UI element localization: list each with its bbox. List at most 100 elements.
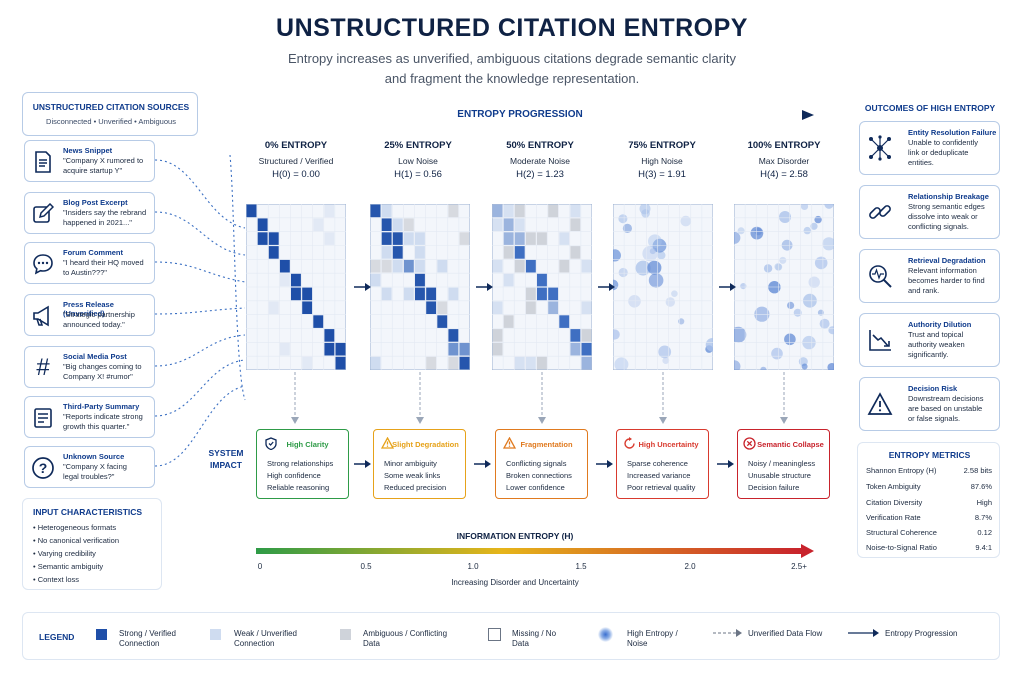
matrix-stage-4 xyxy=(734,204,834,370)
noise-blob xyxy=(814,256,828,270)
noise-blob xyxy=(740,283,747,290)
outcome-card-relationship: Relationship Breakage Strong semantic ed… xyxy=(859,185,1000,239)
matrix-cell xyxy=(415,273,425,287)
matrix-cell xyxy=(537,287,547,301)
impact-arrow xyxy=(596,460,613,468)
outcome-card-authority: Authority Dilution Trust and topical auth… xyxy=(859,313,1000,367)
noise-blob xyxy=(671,290,678,297)
matrix-cell xyxy=(324,204,335,218)
matrix-cell xyxy=(370,356,381,370)
input-characteristic-item: • Semantic ambiguity xyxy=(33,562,104,571)
outcome-title: Entity Resolution Failure xyxy=(908,128,997,137)
outcome-title: Authority Dilution xyxy=(908,320,972,329)
source-card-press[interactable]: Press Release (Unverified) "Strategic pa… xyxy=(24,294,155,336)
matrix-cell xyxy=(302,301,313,314)
matrix-cell xyxy=(370,273,381,287)
source-card-blog[interactable]: Blog Post Excerpt "Insiders say the rebr… xyxy=(24,192,155,234)
impact-line: Minor ambiguity xyxy=(384,459,437,468)
noise-blob xyxy=(705,338,713,352)
source-card-summary[interactable]: Third-Party Summary "Reports indicate st… xyxy=(24,396,155,438)
outcome-title: Decision Risk xyxy=(908,384,958,393)
metric-row: Shannon Entropy (H) 2.58 bits xyxy=(866,466,992,475)
impact-connector xyxy=(416,372,424,424)
matrix-cell xyxy=(503,232,514,245)
cycle-icon xyxy=(624,437,635,449)
source-quote: "Reports indicate strong growth this quar… xyxy=(63,412,143,431)
stage-arrow xyxy=(719,283,736,291)
entropy-tick: 2.5+ xyxy=(791,562,807,571)
outcome-card-entity: Entity Resolution Failure Unable to conf… xyxy=(859,121,1000,175)
matrix-cell xyxy=(514,204,525,218)
stage-header-2: 50% ENTROPY Moderate Noise H(2) = 1.23 xyxy=(506,140,574,180)
source-card-unknown[interactable]: ? Unknown Source "Company X facing legal … xyxy=(24,446,155,488)
alert-icon xyxy=(866,390,894,418)
source-quote: "Big changes coming to Company X! #rumor" xyxy=(63,362,142,381)
matrix-cell xyxy=(392,259,403,273)
source-quote: "Strategic partnership announced today." xyxy=(63,310,135,329)
metric-row: Verification Rate 8.7% xyxy=(866,513,992,522)
matrix-cell xyxy=(570,342,581,356)
matrix-cell xyxy=(448,329,459,342)
matrix-cell xyxy=(415,259,425,273)
matrix-cell xyxy=(403,259,414,273)
matrix-cell xyxy=(448,287,459,301)
matrix-cell xyxy=(426,287,437,301)
matrix-cell xyxy=(426,356,437,370)
matrix-cell xyxy=(559,259,570,273)
impact-line: Decision failure xyxy=(748,483,800,492)
noise-blob xyxy=(808,276,820,288)
noise-blob xyxy=(827,363,834,370)
impact-line: Poor retrieval quality xyxy=(627,483,696,492)
noise-blob xyxy=(648,234,662,249)
matrix-cell xyxy=(525,259,536,273)
progression-label: ENTROPY PROGRESSION xyxy=(430,109,610,120)
noise-blob xyxy=(613,329,620,340)
noise-blob xyxy=(771,347,783,360)
search-pulse-icon xyxy=(866,262,894,290)
matrix-cell xyxy=(403,232,414,245)
source-card-social[interactable]: # Social Media Post "Big changes coming … xyxy=(24,346,155,388)
matrix-cell xyxy=(268,246,279,259)
legend-box xyxy=(22,612,1000,660)
source-card-forum[interactable]: Forum Comment "I heard their HQ moved to … xyxy=(24,242,155,284)
question-icon: ? xyxy=(29,454,57,482)
noise-blob xyxy=(737,227,745,235)
matrix-cell xyxy=(581,342,592,356)
noise-blob xyxy=(814,215,822,224)
noise-blob xyxy=(810,222,818,230)
matrix-cell xyxy=(492,342,503,356)
source-quote: "Insiders say the rebrand happened in 202… xyxy=(63,208,147,227)
source-title: Unknown Source xyxy=(63,452,125,461)
matrix-cell xyxy=(503,218,514,231)
legend-item: High Entropy / Noise xyxy=(627,629,678,648)
sources-title: UNSTRUCTURED CITATION SOURCES xyxy=(32,102,190,112)
source-card-news[interactable]: News Snippet "Company X rumored to acquir… xyxy=(24,140,155,182)
matrix-cell xyxy=(459,232,470,245)
noise-blob xyxy=(734,231,741,244)
warning-icon xyxy=(381,437,394,449)
matrix-cell xyxy=(437,301,448,314)
impact-arrow xyxy=(474,460,491,468)
noise-blob xyxy=(647,260,662,275)
noise-blob xyxy=(824,204,834,209)
matrix-cell xyxy=(335,342,346,356)
matrix-cell xyxy=(559,315,570,328)
noise-blob xyxy=(779,256,787,264)
legend-swatch-strong xyxy=(96,629,107,640)
matrix-cell xyxy=(415,287,425,301)
stage-header-4: 100% ENTROPY Max Disorder H(4) = 2.58 xyxy=(747,140,821,180)
matrix-cell xyxy=(514,218,525,231)
matrix-cell xyxy=(503,204,514,218)
source-title: Third-Party Summary xyxy=(63,402,140,411)
matrix-cell xyxy=(279,259,290,273)
noise-blob xyxy=(678,318,685,325)
matrix-cell xyxy=(525,232,536,245)
noise-blob xyxy=(763,264,773,273)
stage-header-0: 0% ENTROPY Structured / Verified H(0) = 0.… xyxy=(258,140,334,180)
matrix-stage-3 xyxy=(613,204,713,370)
matrix-cell xyxy=(291,273,301,287)
matrix-cell xyxy=(381,218,392,231)
noise-blob xyxy=(622,223,632,233)
matrix-cell xyxy=(537,232,547,245)
noise-blob xyxy=(662,357,670,364)
